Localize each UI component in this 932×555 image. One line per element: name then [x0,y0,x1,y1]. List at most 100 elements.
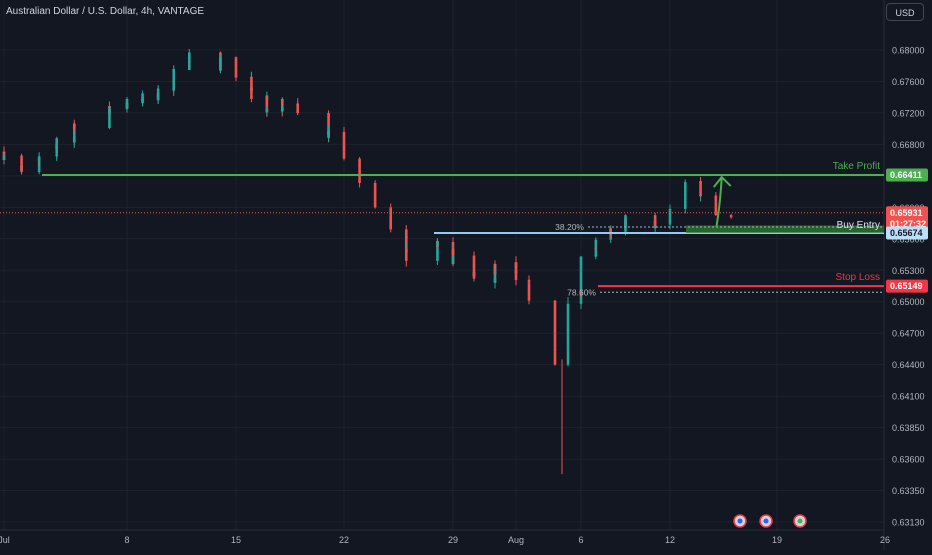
candle-body [472,255,476,269]
candle-body [2,156,6,160]
candle-body [436,241,439,246]
candle-body [72,135,76,143]
candle-body [108,111,111,128]
grid-lines [0,0,884,530]
candle-body [436,247,439,261]
candle [451,255,455,265]
candle-body [72,123,76,128]
candle-body [579,265,583,271]
y-tick-label: 0.63600 [892,455,925,465]
entry-zone-box [686,225,884,233]
candle [280,98,284,106]
candle-body [358,181,361,183]
candle-body [714,202,718,208]
event-flag-icon [733,514,747,528]
candle-body [358,164,361,174]
candle-body [280,99,284,104]
candle-body [265,99,269,108]
event-flag-dot [737,518,743,524]
candle-body [37,156,41,158]
event-flag-icon [759,514,773,528]
candle-body [342,131,346,140]
candle-body [55,138,59,146]
candle-body [668,208,672,211]
candle [389,221,393,233]
candle-body [2,155,6,157]
candle [493,261,497,275]
y-tick-label: 0.63350 [892,486,925,496]
arrow-shaft [715,177,723,228]
candle-body [683,182,687,184]
x-tick-label: 15 [231,535,241,545]
candle [141,90,144,101]
candle-body [20,165,23,171]
current-price-badge-bg [886,206,928,231]
x-tick-label: 19 [772,535,782,545]
candle-body [265,109,269,113]
candle-body [624,219,627,226]
candle [653,215,657,226]
candle-body [527,297,531,301]
x-tick-label: 26 [880,535,890,545]
candle-body [579,270,583,290]
candle [72,119,76,132]
candle [327,127,330,142]
candle-body [373,203,377,208]
candle [729,213,733,219]
y-tick-label: 0.68000 [892,46,925,56]
x-tick-label: Jul [0,535,10,545]
candle [219,54,222,67]
candle-body [108,106,111,115]
candle [624,214,627,221]
candle-body [553,300,557,323]
candle [108,106,111,110]
buy-entry-badge: 0.65674 [886,226,928,240]
candle-body [624,215,627,220]
candle [234,74,238,82]
candle [2,153,6,159]
candle-body [699,195,702,197]
candle-body [234,72,238,76]
candle-body [527,290,531,297]
y-tick-label: 0.63130 [892,518,925,528]
y-tick-label: 0.64100 [892,392,925,402]
candle-body [566,345,570,350]
stop-loss-badge-bg [886,279,928,293]
candle [553,346,557,366]
candle-body [20,170,23,173]
candle-body [683,189,687,198]
candle [527,295,531,305]
candle-body [327,112,330,132]
y-tick-label: 0.67200 [892,108,925,118]
currency-button[interactable]: USD [886,3,924,21]
candle-body [342,151,346,159]
candle-body [714,212,718,216]
candle-body [296,104,300,109]
candle [265,106,269,116]
fib-label: 78.60% [567,287,596,297]
candle-body [172,68,176,82]
candle [342,141,346,152]
trade-levels: Take Profit Buy Entry Stop Loss 38.20% 78.60… [0,161,884,297]
candle [20,169,23,174]
candle-body [234,75,238,78]
x-axis: Jul 8 15 22 29 Aug 6 12 19 26 [0,535,890,545]
candle-body [553,333,557,344]
candle-body [594,239,598,243]
candle [653,224,657,227]
current-price-badge-text: 0.65931 [890,208,923,218]
candle-body [219,57,222,64]
stop-loss-badge-text: 0.65149 [890,281,923,291]
candle [594,238,598,248]
candles [2,49,733,367]
y-tick-label: 0.65000 [892,297,925,307]
y-tick-label: 0.64400 [892,360,925,370]
candle [55,136,59,151]
candle [172,65,176,82]
take-profit-label: Take Profit [833,161,880,172]
take-profit-badge-bg [886,168,928,182]
candle [714,209,718,216]
